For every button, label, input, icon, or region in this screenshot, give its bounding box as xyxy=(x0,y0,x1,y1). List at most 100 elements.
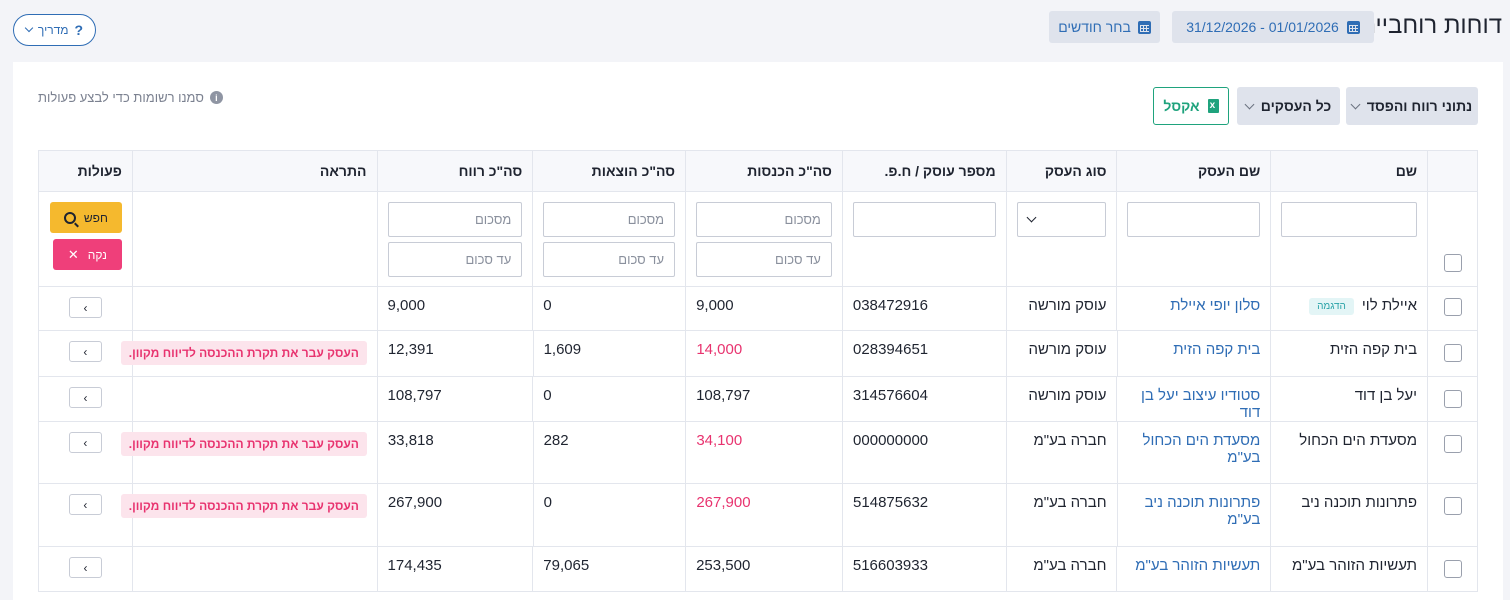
row-name: בית קפה הזית xyxy=(1329,341,1418,358)
warning-badge: העסק עבר את תקרת ההכנסה לדיווח מקוון. xyxy=(120,341,367,365)
header-total-expenses[interactable]: סה"כ הוצאות xyxy=(532,151,685,191)
row-name: מסעדת הים הכחול xyxy=(1299,432,1418,449)
row-actions-cell: › xyxy=(39,331,132,376)
search-label: חפש xyxy=(83,210,108,225)
business-link[interactable]: מסעדת הים הכחול בע"מ xyxy=(1142,432,1261,466)
row-name-cell: מסעדת הים הכחול xyxy=(1270,422,1427,483)
row-checkbox[interactable] xyxy=(1443,298,1462,316)
name-filter-input[interactable] xyxy=(1281,202,1418,237)
row-profit-cell: 174,435 xyxy=(376,547,533,591)
row-number-cell: 514875632 xyxy=(842,484,1006,546)
profit-from-input[interactable]: מסכום xyxy=(387,202,523,237)
row-profit: 9,000 xyxy=(387,297,426,314)
income-from-input[interactable]: מסכום xyxy=(696,202,832,237)
row-expand-button[interactable]: › xyxy=(68,494,102,515)
row-profit: 33,818 xyxy=(387,432,434,449)
table-row: מסעדת הים הכחול מסעדת הים הכחול בע"מ חבר… xyxy=(39,422,1477,484)
row-warning-cell: העסק עבר את תקרת ההכנסה לדיווח מקוון. xyxy=(120,331,377,376)
calendar-icon xyxy=(1346,20,1360,34)
select-all-checkbox[interactable] xyxy=(1443,254,1462,272)
income-to-input[interactable]: עד סכום xyxy=(696,242,832,277)
chevron-right-icon: › xyxy=(83,390,88,405)
choose-months-button[interactable]: בחר חודשים xyxy=(1049,11,1160,43)
guide-button[interactable]: ? מדריך xyxy=(13,14,96,46)
row-expenses-cell: 0 xyxy=(532,484,686,546)
row-profit-cell: 9,000 xyxy=(376,287,533,330)
row-actions-cell: › xyxy=(39,287,132,330)
row-name-cell: יעל בן דוד xyxy=(1270,377,1427,421)
row-expand-button[interactable]: › xyxy=(68,432,102,453)
date-range-button[interactable]: 31/12/2026 - 01/01/2026 xyxy=(1172,11,1374,43)
expenses-to-input[interactable]: עד סכום xyxy=(543,242,676,277)
row-number-cell: 000000000 xyxy=(842,422,1006,483)
row-income: 267,900 xyxy=(696,494,751,511)
profit-loss-dropdown[interactable]: נתוני רווח והפסד xyxy=(1346,87,1478,125)
profit-loss-label: נתוני רווח והפסד xyxy=(1366,98,1473,114)
row-business-cell: מסעדת הים הכחול בע"מ xyxy=(1116,422,1271,483)
row-name-cell: איילת לוי הדגמה xyxy=(1270,287,1427,330)
row-business-cell: בית קפה הזית xyxy=(1116,331,1271,376)
table-row: תעשיות הזוהר בע"מ תעשיות הזוהר בע"מ חברה… xyxy=(39,547,1477,591)
business-name-filter-input[interactable] xyxy=(1127,202,1261,237)
business-link[interactable]: פתרונות תוכנה ניב בע"מ xyxy=(1144,494,1261,528)
row-warning-cell: העסק עבר את תקרת ההכנסה לדיווח מקוון. xyxy=(120,422,377,483)
clear-button[interactable]: נקה ✕ xyxy=(52,239,122,270)
search-button[interactable]: חפש xyxy=(49,202,122,233)
header-name[interactable]: שם xyxy=(1270,151,1427,191)
row-name: פתרונות תוכנה ניב xyxy=(1301,494,1418,511)
row-type: חברה בע"מ xyxy=(1033,557,1107,574)
row-expand-button[interactable]: › xyxy=(68,341,102,362)
business-link[interactable]: בית קפה הזית xyxy=(1173,341,1261,358)
row-type-cell: עוסק מורשה xyxy=(1005,331,1117,376)
row-income: 14,000 xyxy=(696,341,743,358)
row-checkbox[interactable] xyxy=(1443,497,1462,515)
header-total-profit[interactable]: סה"כ רווח xyxy=(376,151,533,191)
date-range-label: 31/12/2026 - 01/01/2026 xyxy=(1186,19,1339,35)
row-checkbox-cell xyxy=(1427,547,1477,591)
row-number-cell: 028394651 xyxy=(842,331,1006,376)
header-business-name[interactable]: שם העסק xyxy=(1116,151,1270,191)
row-expand-button[interactable]: › xyxy=(68,557,102,578)
row-checkbox[interactable] xyxy=(1443,390,1462,408)
row-expand-button[interactable]: › xyxy=(68,387,102,408)
header-actions: פעולות xyxy=(77,163,122,179)
row-income-cell: 108,797 xyxy=(685,377,842,421)
row-expenses: 0 xyxy=(543,494,552,511)
row-expand-button[interactable]: › xyxy=(68,297,102,318)
profit-to-input[interactable]: עד סכום xyxy=(387,242,523,277)
excel-label: אקסל xyxy=(1163,98,1200,114)
header-business-number[interactable]: מספר עוסק / ח.פ. xyxy=(841,151,1006,191)
business-type-filter-select[interactable] xyxy=(1016,202,1107,237)
row-checkbox[interactable] xyxy=(1443,435,1462,453)
excel-export-button[interactable]: אקסל xyxy=(1153,87,1229,125)
all-businesses-dropdown[interactable]: כל העסקים xyxy=(1237,87,1340,125)
row-checkbox-cell xyxy=(1427,331,1477,376)
business-link[interactable]: תעשיות הזוהר בע"מ xyxy=(1135,557,1261,574)
header-business-type[interactable]: סוג העסק xyxy=(1005,151,1117,191)
row-profit-cell: 267,900 xyxy=(376,484,533,546)
row-number: 038472916 xyxy=(852,297,928,314)
help-icon: ? xyxy=(74,22,84,38)
row-name-cell: בית קפה הזית xyxy=(1270,331,1427,376)
row-checkbox[interactable] xyxy=(1443,344,1462,362)
business-link[interactable]: סטודיו עיצוב יעל בן דוד xyxy=(1141,387,1261,421)
header-total-income[interactable]: סה"כ הכנסות xyxy=(685,151,842,191)
row-name: איילת לוי xyxy=(1361,297,1418,314)
row-warning-cell xyxy=(131,547,377,591)
row-expenses-cell: 0 xyxy=(532,377,685,421)
row-income-cell: 34,100 xyxy=(685,422,842,483)
row-income: 253,500 xyxy=(696,557,751,574)
expenses-from-input[interactable]: מסכום xyxy=(543,202,676,237)
row-income: 34,100 xyxy=(696,432,743,449)
row-name-cell: פתרונות תוכנה ניב xyxy=(1270,484,1427,546)
row-profit-cell: 33,818 xyxy=(376,422,533,483)
row-warning-cell: העסק עבר את תקרת ההכנסה לדיווח מקוון. xyxy=(120,484,377,546)
table-body: איילת לוי הדגמה סלון יופי איילת עוסק מורש… xyxy=(39,287,1477,591)
row-type: עוסק מורשה xyxy=(1028,387,1107,404)
row-type-cell: חברה בע"מ xyxy=(1005,484,1117,546)
search-icon xyxy=(63,211,76,224)
info-icon: i xyxy=(209,91,223,104)
business-number-filter-input[interactable] xyxy=(852,202,996,237)
business-link[interactable]: סלון יופי איילת xyxy=(1170,297,1261,314)
row-checkbox[interactable] xyxy=(1443,560,1462,578)
